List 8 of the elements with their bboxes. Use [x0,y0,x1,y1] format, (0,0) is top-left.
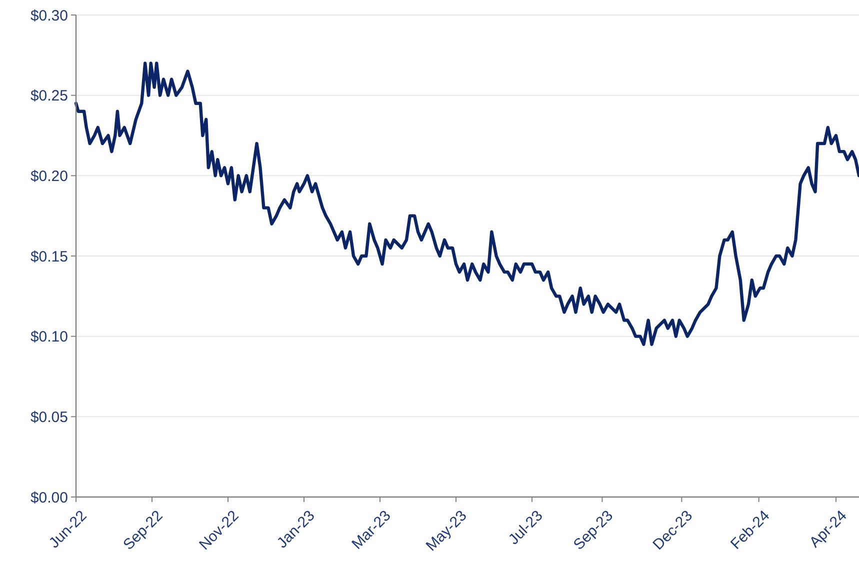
y-tick-label: $0.10 [30,328,68,346]
y-tick-label: $0.00 [30,489,68,506]
y-tick-label: $0.15 [30,248,68,266]
y-tick-label: $0.20 [30,168,68,185]
y-tick-label: $0.25 [30,88,68,105]
line-series [74,62,859,346]
y-tick-label: $0.30 [30,7,68,24]
y-tick-label: $0.05 [30,408,68,426]
